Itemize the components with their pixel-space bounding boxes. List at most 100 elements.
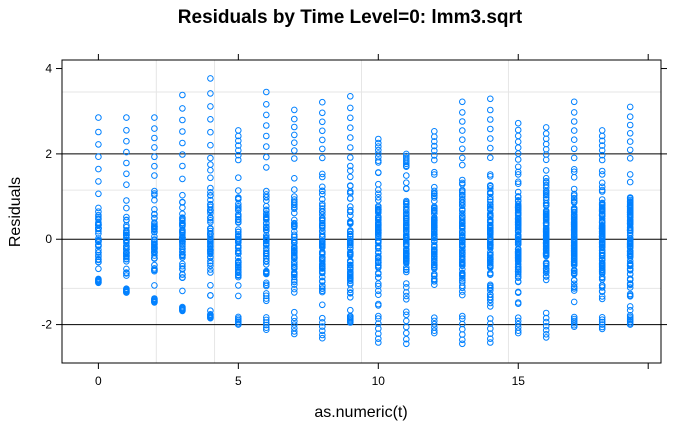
point-t16-56 [542,309,550,317]
point-t8-73 [319,145,326,153]
point-t17-51 [570,198,578,206]
point-t8-29 [319,170,326,178]
point-t3-53 [179,151,186,158]
point-t0-18 [95,249,102,256]
point-t19-28 [626,303,634,310]
point-t8-66 [319,205,326,212]
point-t10-58 [375,194,382,201]
point-t6-25 [263,249,270,256]
point-t7-56 [291,276,298,284]
point-t6-66 [263,132,270,140]
point-t6-61 [263,210,270,217]
point-t0-41 [95,178,102,185]
point-t4-67 [207,75,214,82]
point-t2-60 [151,299,158,306]
point-t7-80 [291,330,298,338]
point-t19-113 [626,218,634,226]
point-t6-54 [263,267,270,275]
point-t7-8 [291,186,298,193]
point-t15-30 [514,188,522,196]
point-t10-37 [375,205,382,213]
point-t4-34 [207,209,214,217]
point-t19-114 [626,226,634,234]
point-t5-24 [235,273,242,281]
point-t7-4 [291,175,298,182]
point-t6-76 [263,326,270,334]
point-t18-87 [598,167,606,175]
point-t8-80 [319,323,326,330]
point-t15-112 [514,329,522,337]
x-tick-label-5: 5 [235,374,242,388]
point-t10-92 [375,339,382,346]
point-t14-101 [487,106,494,114]
point-t1-55 [123,114,130,121]
point-t1-47 [123,148,130,156]
point-t4-33 [207,236,214,243]
point-t11-63 [403,240,410,248]
point-t14-73 [487,182,494,189]
point-t6-63 [263,245,270,252]
point-t15-106 [514,314,522,322]
point-t5-10 [235,226,242,233]
point-t4-30 [207,229,214,237]
point-t13-103 [459,98,466,106]
point-t15-100 [514,156,522,163]
point-t14-74 [487,291,494,298]
point-t16-95 [542,227,550,234]
point-t10-81 [375,153,382,161]
point-t9-54 [347,241,354,249]
point-t2-35 [151,241,158,249]
point-t7-74 [291,314,298,322]
point-t19-89 [626,203,634,211]
point-t11-46 [403,292,410,300]
point-t1-3 [123,213,130,221]
point-t8-79 [319,319,326,326]
point-t11-83 [403,233,410,240]
point-t7-28 [291,281,298,288]
point-t7-78 [291,328,298,335]
point-t11-93 [403,329,410,337]
point-t9-37 [347,244,354,252]
point-t9-87 [347,93,354,100]
point-t18-113 [598,151,606,159]
point-t17-105 [570,219,578,227]
point-t12-74 [431,271,438,278]
point-t8-74 [319,136,326,144]
point-t6-21 [263,191,270,198]
point-t7-47 [291,308,298,316]
point-t8-6 [319,173,326,181]
point-t3-46 [179,227,186,234]
point-t11-73 [403,200,410,207]
point-t5-53 [235,200,242,208]
point-t1-41 [123,244,130,251]
point-t0-39 [95,241,102,249]
point-t9-60 [347,266,354,273]
point-t7-70 [291,139,298,146]
point-t7-61 [291,236,298,244]
point-t7-39 [291,205,298,212]
point-t17-22 [570,192,578,199]
point-t2-47 [151,233,158,240]
point-t11-88 [403,154,410,162]
point-t14-104 [487,325,494,332]
point-t11-41 [403,172,410,179]
point-t2-51 [151,144,158,151]
point-t5-12 [235,292,242,300]
point-t2-39 [151,255,158,262]
point-t11-70 [403,289,410,296]
point-t10-88 [375,325,382,332]
point-t7-67 [291,249,298,256]
point-t17-100 [570,249,578,257]
point-t7-3 [291,273,298,281]
point-t10-35 [375,280,382,288]
point-t17-99 [570,267,578,275]
point-t19-80 [626,261,634,269]
point-t5-59 [235,216,242,224]
point-t19-121 [626,113,634,120]
point-t15-76 [514,209,522,216]
point-t2-37 [151,265,158,272]
point-t9-70 [347,261,354,269]
x-tick-label-10: 10 [372,374,386,388]
point-t1-34 [123,270,130,277]
point-t16-68 [542,252,550,260]
